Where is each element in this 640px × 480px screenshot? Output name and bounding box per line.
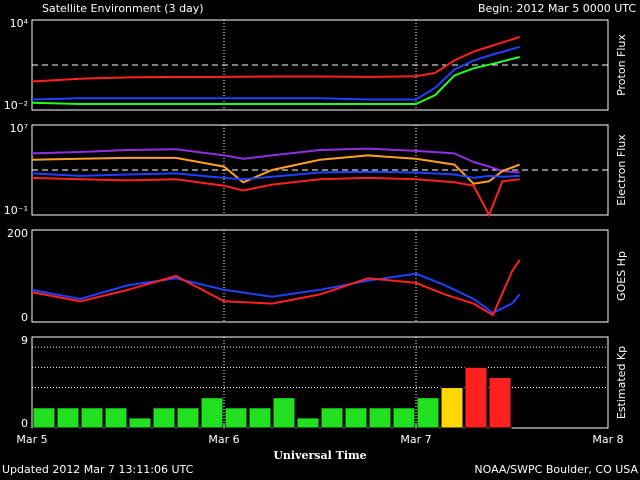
kp-bar xyxy=(320,407,344,429)
panel-frame xyxy=(31,336,609,429)
begin-time: Begin: 2012 Mar 5 0000 UTC xyxy=(478,2,636,15)
series-line xyxy=(31,45,520,101)
series-line xyxy=(31,147,520,174)
y-tick-label: 10⁴ xyxy=(10,17,29,30)
x-tick-label: Mar 5 xyxy=(16,433,47,446)
panel-frame xyxy=(31,19,609,111)
kp-bar xyxy=(224,407,248,429)
source: NOAA/SWPC Boulder, CO USA xyxy=(474,463,638,476)
kp-bar xyxy=(416,397,440,429)
kp-bar xyxy=(128,417,152,429)
kp-bar xyxy=(368,407,392,429)
y-axis-label: Proton Flux xyxy=(615,34,628,96)
kp-bar xyxy=(104,407,128,429)
x-tick-label: Mar 8 xyxy=(592,433,623,446)
series-line xyxy=(31,170,520,181)
kp-bar xyxy=(200,397,224,429)
y-tick-label: 200 xyxy=(7,227,28,240)
y-tick-label: 0 xyxy=(21,417,28,430)
chart-title: Satellite Environment (3 day) xyxy=(42,2,204,15)
kp-bar xyxy=(80,407,104,429)
kp-bar xyxy=(296,417,320,429)
series-line xyxy=(31,36,521,83)
x-tick-label: Mar 7 xyxy=(400,433,431,446)
updated-time: Updated 2012 Mar 7 13:11:06 UTC xyxy=(2,463,194,476)
kp-bar xyxy=(152,407,176,429)
y-tick-label: 10⁻¹ xyxy=(4,204,28,217)
kp-bar xyxy=(392,407,416,429)
kp-bar xyxy=(32,407,56,429)
y-axis-label: Estimated Kp xyxy=(615,346,628,419)
y-tick-label: 10⁷ xyxy=(10,122,28,135)
series-line xyxy=(31,272,521,314)
x-tick-label: Mar 6 xyxy=(208,433,239,446)
kp-bar xyxy=(344,407,368,429)
series-line xyxy=(31,154,521,185)
series-line xyxy=(31,176,520,218)
y-axis-label: Electron Flux xyxy=(615,134,628,206)
x-axis-label: Universal Time xyxy=(273,449,366,462)
kp-bar xyxy=(56,407,80,429)
kp-bar xyxy=(464,366,488,429)
panel-frame xyxy=(31,229,609,323)
y-axis-label: GOES Hp xyxy=(615,251,628,301)
y-tick-label: 0 xyxy=(21,311,28,324)
kp-bar xyxy=(440,387,464,429)
series-line xyxy=(31,56,520,105)
y-tick-label: 10⁻² xyxy=(4,99,28,112)
kp-bar xyxy=(488,376,512,429)
series-line xyxy=(31,259,521,317)
kp-bar xyxy=(272,397,296,429)
y-tick-label: 9 xyxy=(21,334,28,347)
panel-frame xyxy=(31,124,609,216)
kp-bar xyxy=(176,407,200,429)
kp-bar xyxy=(248,407,272,429)
